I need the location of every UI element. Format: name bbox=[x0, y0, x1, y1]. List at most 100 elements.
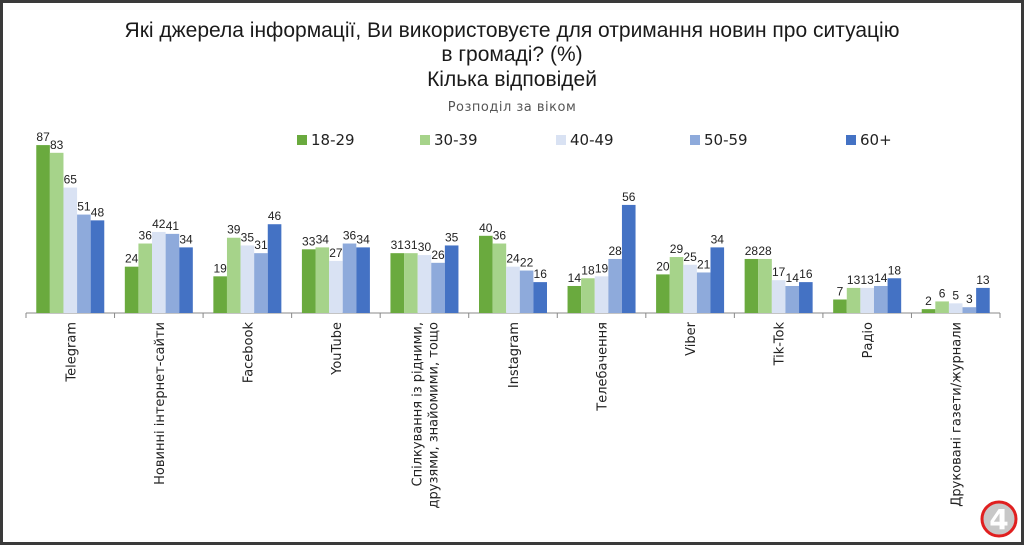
bar-60+ bbox=[533, 282, 547, 313]
category-label: Новинні інтернет-сайти bbox=[153, 322, 168, 485]
bar-30-39 bbox=[315, 247, 330, 313]
bar-50-59 bbox=[696, 272, 711, 313]
data-label: 16 bbox=[534, 267, 548, 281]
data-label: 33 bbox=[302, 234, 316, 248]
bar-60+ bbox=[799, 282, 813, 313]
data-label: 29 bbox=[670, 242, 684, 256]
data-label: 87 bbox=[36, 130, 50, 144]
bar-18-29 bbox=[124, 266, 139, 313]
data-label: 28 bbox=[758, 244, 772, 258]
bar-18-29 bbox=[656, 274, 670, 313]
bar-60+ bbox=[356, 247, 370, 313]
legend-swatch-50-59 bbox=[690, 135, 700, 145]
data-label: 5 bbox=[952, 288, 959, 302]
category-label: Друковані газети/журнали bbox=[950, 322, 965, 507]
data-label: 26 bbox=[431, 248, 445, 262]
data-label: 14 bbox=[568, 271, 582, 285]
data-label: 21 bbox=[697, 257, 711, 271]
legend-label: 60+ bbox=[860, 131, 892, 149]
legend-swatch-30-39 bbox=[420, 135, 430, 145]
data-label: 6 bbox=[939, 286, 946, 300]
data-label: 31 bbox=[254, 238, 268, 252]
data-label: 7 bbox=[837, 284, 844, 298]
data-label: 36 bbox=[493, 229, 507, 243]
legend-label: 50-59 bbox=[704, 131, 748, 149]
category-label: Viber bbox=[684, 321, 699, 355]
bar-18-29 bbox=[213, 276, 227, 313]
bar-40-49 bbox=[63, 187, 78, 313]
bar-30-39 bbox=[492, 243, 507, 313]
data-label: 27 bbox=[329, 246, 343, 260]
data-label: 13 bbox=[976, 273, 990, 287]
data-label: 36 bbox=[139, 229, 153, 243]
data-label: 51 bbox=[77, 200, 91, 214]
data-label: 24 bbox=[125, 252, 139, 266]
legend-swatch-40-49 bbox=[556, 135, 566, 145]
data-label: 34 bbox=[316, 232, 330, 246]
bar-40-49 bbox=[329, 260, 343, 313]
bar-40-49 bbox=[948, 303, 963, 313]
data-label: 28 bbox=[745, 244, 759, 258]
bar-18-29 bbox=[921, 309, 936, 313]
legend-label: 40-49 bbox=[570, 131, 614, 149]
data-label: 65 bbox=[64, 173, 78, 187]
bar-18-29 bbox=[567, 285, 582, 313]
bar-40-49 bbox=[152, 231, 166, 313]
data-label: 30 bbox=[418, 240, 432, 254]
data-label: 34 bbox=[179, 232, 193, 246]
bar-50-59 bbox=[519, 270, 534, 313]
data-label: 28 bbox=[608, 244, 622, 258]
data-label: 13 bbox=[847, 273, 861, 287]
data-label: 3 bbox=[966, 292, 973, 306]
bar-60+ bbox=[710, 247, 725, 313]
data-label: 19 bbox=[595, 261, 609, 275]
bar-18-29 bbox=[36, 145, 50, 313]
legend-label: 30-39 bbox=[434, 131, 478, 149]
data-label: 40 bbox=[479, 221, 493, 235]
data-label: 18 bbox=[581, 263, 595, 277]
bar-30-39 bbox=[138, 243, 153, 313]
data-label: 83 bbox=[50, 138, 64, 152]
category-label: друзями, знайомими, тощо bbox=[426, 322, 441, 509]
category-label: Instagram bbox=[507, 322, 522, 388]
bar-60+ bbox=[267, 224, 282, 313]
data-label: 14 bbox=[874, 271, 888, 285]
data-label: 42 bbox=[152, 217, 166, 231]
bar-60+ bbox=[179, 247, 193, 313]
chart-subtitle: Розподіл за віком bbox=[447, 100, 577, 115]
bar-50-59 bbox=[962, 307, 977, 313]
data-label: 56 bbox=[622, 190, 636, 204]
bar-30-39 bbox=[758, 258, 772, 313]
data-label: 22 bbox=[520, 256, 534, 270]
data-label: 13 bbox=[861, 273, 875, 287]
bar-50-59 bbox=[77, 214, 91, 313]
bar-40-49 bbox=[240, 245, 255, 313]
bar-40-49 bbox=[506, 266, 520, 313]
data-label: 41 bbox=[166, 219, 180, 233]
bar-50-59 bbox=[342, 243, 357, 313]
bar-30-39 bbox=[935, 301, 949, 313]
bar-30-39 bbox=[226, 237, 241, 313]
chart-title-line-1: Які джерела інформації, Ви використовуєт… bbox=[124, 19, 900, 42]
bar-30-39 bbox=[404, 253, 418, 313]
bar-18-29 bbox=[479, 235, 493, 313]
data-label: 34 bbox=[356, 232, 370, 246]
category-label: Telegram bbox=[64, 322, 79, 383]
legend-label: 18-29 bbox=[311, 131, 355, 149]
bar-50-59 bbox=[431, 262, 445, 313]
bar-60+ bbox=[90, 220, 105, 313]
data-label: 19 bbox=[213, 261, 227, 275]
bar-30-39 bbox=[846, 287, 861, 313]
legend-swatch-18-29 bbox=[297, 135, 307, 145]
bar-60+ bbox=[621, 204, 636, 313]
data-label: 24 bbox=[506, 252, 520, 266]
data-label: 34 bbox=[711, 232, 725, 246]
category-label: Facebook bbox=[241, 322, 256, 384]
bar-60+ bbox=[976, 287, 990, 313]
bar-50-59 bbox=[254, 253, 268, 313]
bar-40-49 bbox=[771, 280, 786, 313]
bar-60+ bbox=[887, 278, 902, 313]
data-label: 35 bbox=[445, 230, 459, 244]
data-label: 35 bbox=[241, 230, 255, 244]
